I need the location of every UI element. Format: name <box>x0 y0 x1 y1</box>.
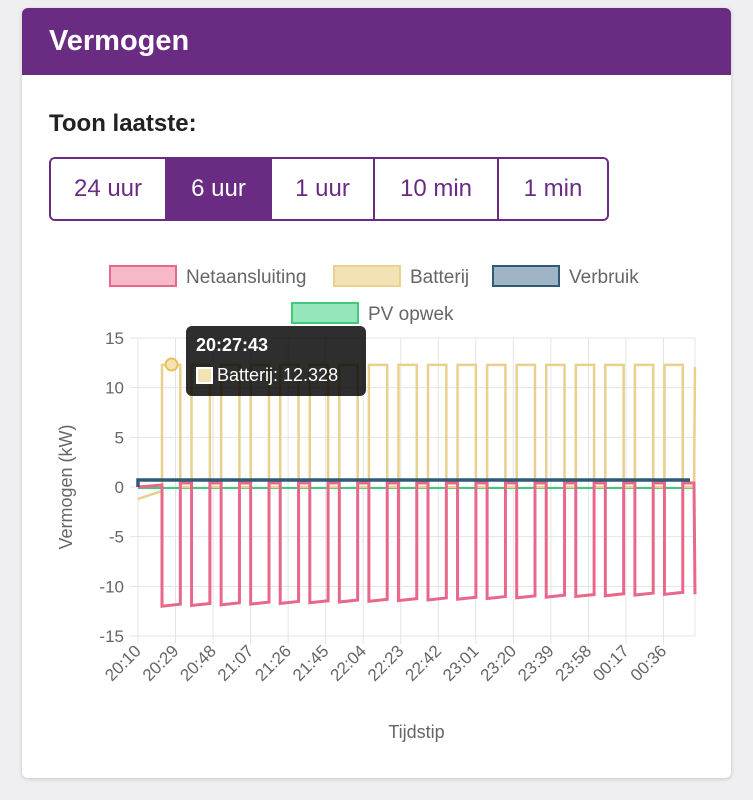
tooltip-label: Batterij: 12.328 <box>217 365 339 385</box>
legend-swatch-3 <box>291 302 359 324</box>
power-chart: Netaansluiting Batterij Verbruik PV opwek 15… <box>56 265 697 742</box>
x-tick-label-9: 23:01 <box>439 641 483 685</box>
x-tick-label-1: 20:29 <box>139 641 183 685</box>
x-tick-label-12: 23:58 <box>552 641 596 685</box>
x-tick-label-11: 23:39 <box>514 641 558 685</box>
legend-swatch-0 <box>109 265 177 287</box>
chart-tooltip: 20:27:43 Batterij: 12.328 <box>186 326 366 396</box>
y-tick-label-2: 5 <box>115 428 124 447</box>
legend-swatch-1 <box>333 265 401 287</box>
y-tick-label-5: -10 <box>99 577 124 596</box>
x-tick-label-0: 20:10 <box>101 641 145 685</box>
x-tick-label-7: 22:23 <box>364 641 408 685</box>
range-24h-button[interactable]: 24 uur <box>51 159 167 219</box>
x-tick-label-13: 00:17 <box>589 641 633 685</box>
legend-label-2: Verbruik <box>569 267 639 288</box>
power-card: Vermogen Toon laatste: 24 uur 6 uur 1 uu… <box>22 8 731 778</box>
y-axis-title: Vermogen (kW) <box>56 424 76 549</box>
x-tick-label-5: 21:45 <box>289 641 333 685</box>
range-6h-button[interactable]: 6 uur <box>167 159 272 219</box>
legend-swatch-2 <box>492 265 560 287</box>
legend-label-1: Batterij <box>410 267 469 288</box>
range-1min-button[interactable]: 1 min <box>499 159 607 219</box>
x-tick-label-10: 23:20 <box>477 641 521 685</box>
y-tick-label-3: 0 <box>115 478 124 497</box>
range-button-group: 24 uur 6 uur 1 uur 10 min 1 min <box>49 157 609 221</box>
y-tick-label-0: 15 <box>105 329 124 348</box>
series-line-verbruik <box>136 478 690 487</box>
y-tick-label-1: 10 <box>105 379 124 398</box>
x-tick-label-14: 00:36 <box>627 641 671 685</box>
y-tick-label-6: -15 <box>99 627 124 646</box>
series-line-netaansluiting <box>137 481 697 608</box>
x-tick-label-2: 20:48 <box>176 641 220 685</box>
range-label: Toon laatste: <box>49 110 197 137</box>
tooltip-swatch <box>196 367 213 384</box>
x-tick-label-6: 22:04 <box>327 641 371 685</box>
tooltip-title: 20:27:43 <box>196 335 269 355</box>
range-10min-button[interactable]: 10 min <box>375 159 499 219</box>
x-tick-label-3: 21:07 <box>214 641 258 685</box>
legend-label-3: PV opwek <box>368 304 454 325</box>
x-tick-label-8: 22:42 <box>402 641 446 685</box>
card-title: Vermogen <box>22 8 731 75</box>
tooltip-row: Batterij: 12.328 <box>196 365 356 386</box>
range-1h-button[interactable]: 1 uur <box>272 159 375 219</box>
x-axis-title: Tijdstip <box>388 722 444 742</box>
y-tick-label-4: -5 <box>109 528 124 547</box>
tooltip-point <box>164 357 179 372</box>
x-tick-label-4: 21:26 <box>251 641 295 685</box>
legend-label-0: Netaansluiting <box>186 267 306 288</box>
